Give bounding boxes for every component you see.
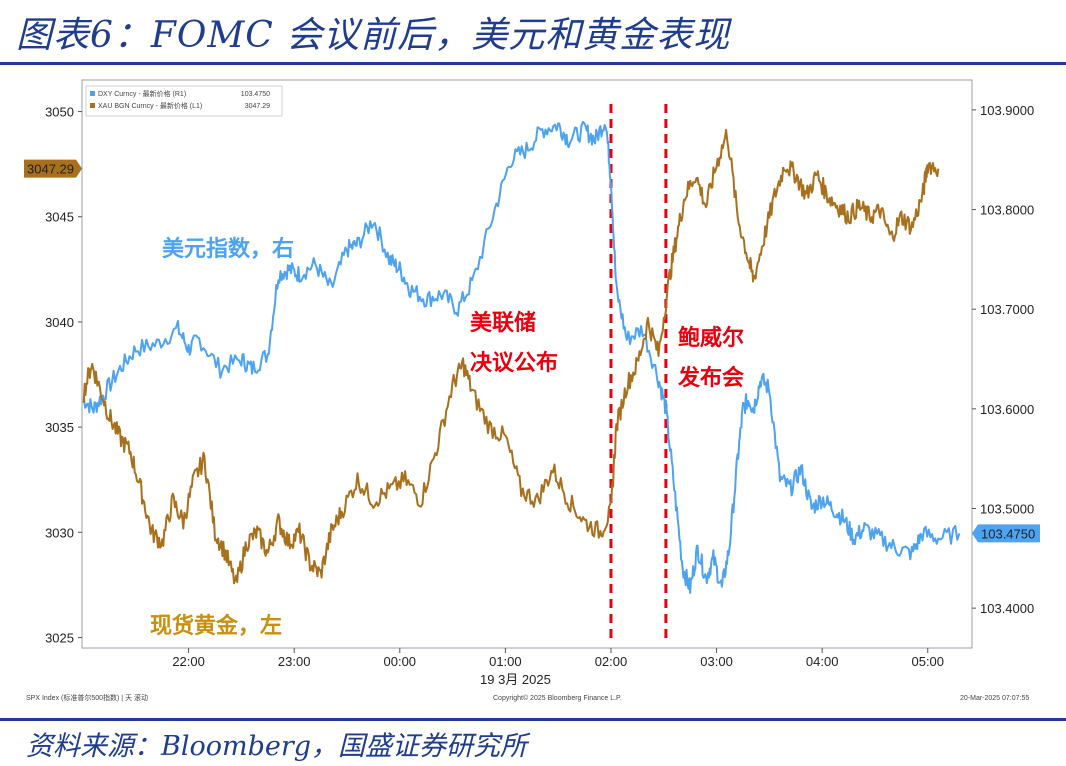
dxy-series-line [82, 120, 961, 594]
svg-text:3047.29: 3047.29 [27, 162, 74, 177]
legend-gold-swatch [90, 103, 95, 108]
gold-current-tag: 3047.29 [24, 159, 82, 178]
gold-annotation: 现货黄金，左 [150, 613, 282, 639]
x-axis-tick-label: 03:00 [700, 654, 733, 669]
footer-timestamp: 20-Mar-2025 07:07:55 [960, 695, 1029, 702]
legend-dxy-value: 103.4750 [241, 91, 270, 98]
right-axis-tick-label: 103.7000 [980, 302, 1034, 317]
footer-copyright: Copyright© 2025 Bloomberg Finance L.P. [493, 694, 622, 702]
x-axis-tick-label: 02:00 [595, 654, 628, 669]
legend-dxy-swatch [90, 91, 95, 96]
legend-gold-value: 3047.29 [245, 103, 270, 110]
right-axis-tick-label: 103.4000 [980, 601, 1034, 616]
chart-title: 图表6：FOMC 会议前后，美元和黄金表现 [16, 15, 731, 56]
left-axis-tick-label: 3030 [45, 525, 74, 540]
left-axis-tick-label: 3040 [45, 315, 74, 330]
left-axis-tick-label: 3035 [45, 420, 74, 435]
powell-annotation-line2: 发布会 [677, 365, 744, 391]
gold-series-line [82, 128, 940, 585]
legend: DXY Curncy - 最新价格 (R1) 103.4750 XAU BGN … [85, 85, 283, 117]
x-axis-tick-label: 00:00 [384, 654, 417, 669]
svg-text:103.4750: 103.4750 [981, 526, 1035, 541]
right-axis-tick-label: 103.8000 [980, 203, 1034, 218]
title-divider [0, 62, 1066, 65]
dxy-annotation: 美元指数，右 [162, 236, 294, 262]
x-axis-tick-label: 22:00 [172, 654, 205, 669]
source-note: 资料来源：Bloomberg，国盛证券研究所 [26, 731, 528, 762]
right-axis-tick-label: 103.6000 [980, 402, 1034, 417]
left-axis-tick-label: 3025 [45, 630, 74, 645]
source-divider [0, 718, 1066, 721]
legend-gold-label: XAU BGN Curncy - 最新价格 (L1) [98, 101, 202, 110]
x-axis-tick-label: 05:00 [911, 654, 944, 669]
left-axis-tick-label: 3045 [45, 210, 74, 225]
right-axis-tick-label: 103.9000 [980, 103, 1034, 118]
fed-annotation-line2: 决议公布 [470, 350, 558, 376]
footer-left-note: SPX Index (标准普尔500指数) | 天 滚动 [26, 693, 148, 702]
dxy-current-tag: 103.4750 [972, 524, 1040, 543]
left-axis-tick-label: 3050 [45, 105, 74, 120]
x-axis-tick-label: 04:00 [806, 654, 839, 669]
x-axis-tick-label: 23:00 [278, 654, 311, 669]
legend-dxy-label: DXY Curncy - 最新价格 (R1) [98, 89, 186, 98]
fed-annotation-line1: 美联储 [470, 310, 536, 336]
x-axis-date-label: 19 3月 2025 [480, 672, 551, 687]
x-axis-tick-label: 01:00 [489, 654, 522, 669]
right-axis-tick-label: 103.5000 [980, 501, 1034, 516]
powell-annotation-line1: 鲍威尔 [678, 325, 744, 351]
